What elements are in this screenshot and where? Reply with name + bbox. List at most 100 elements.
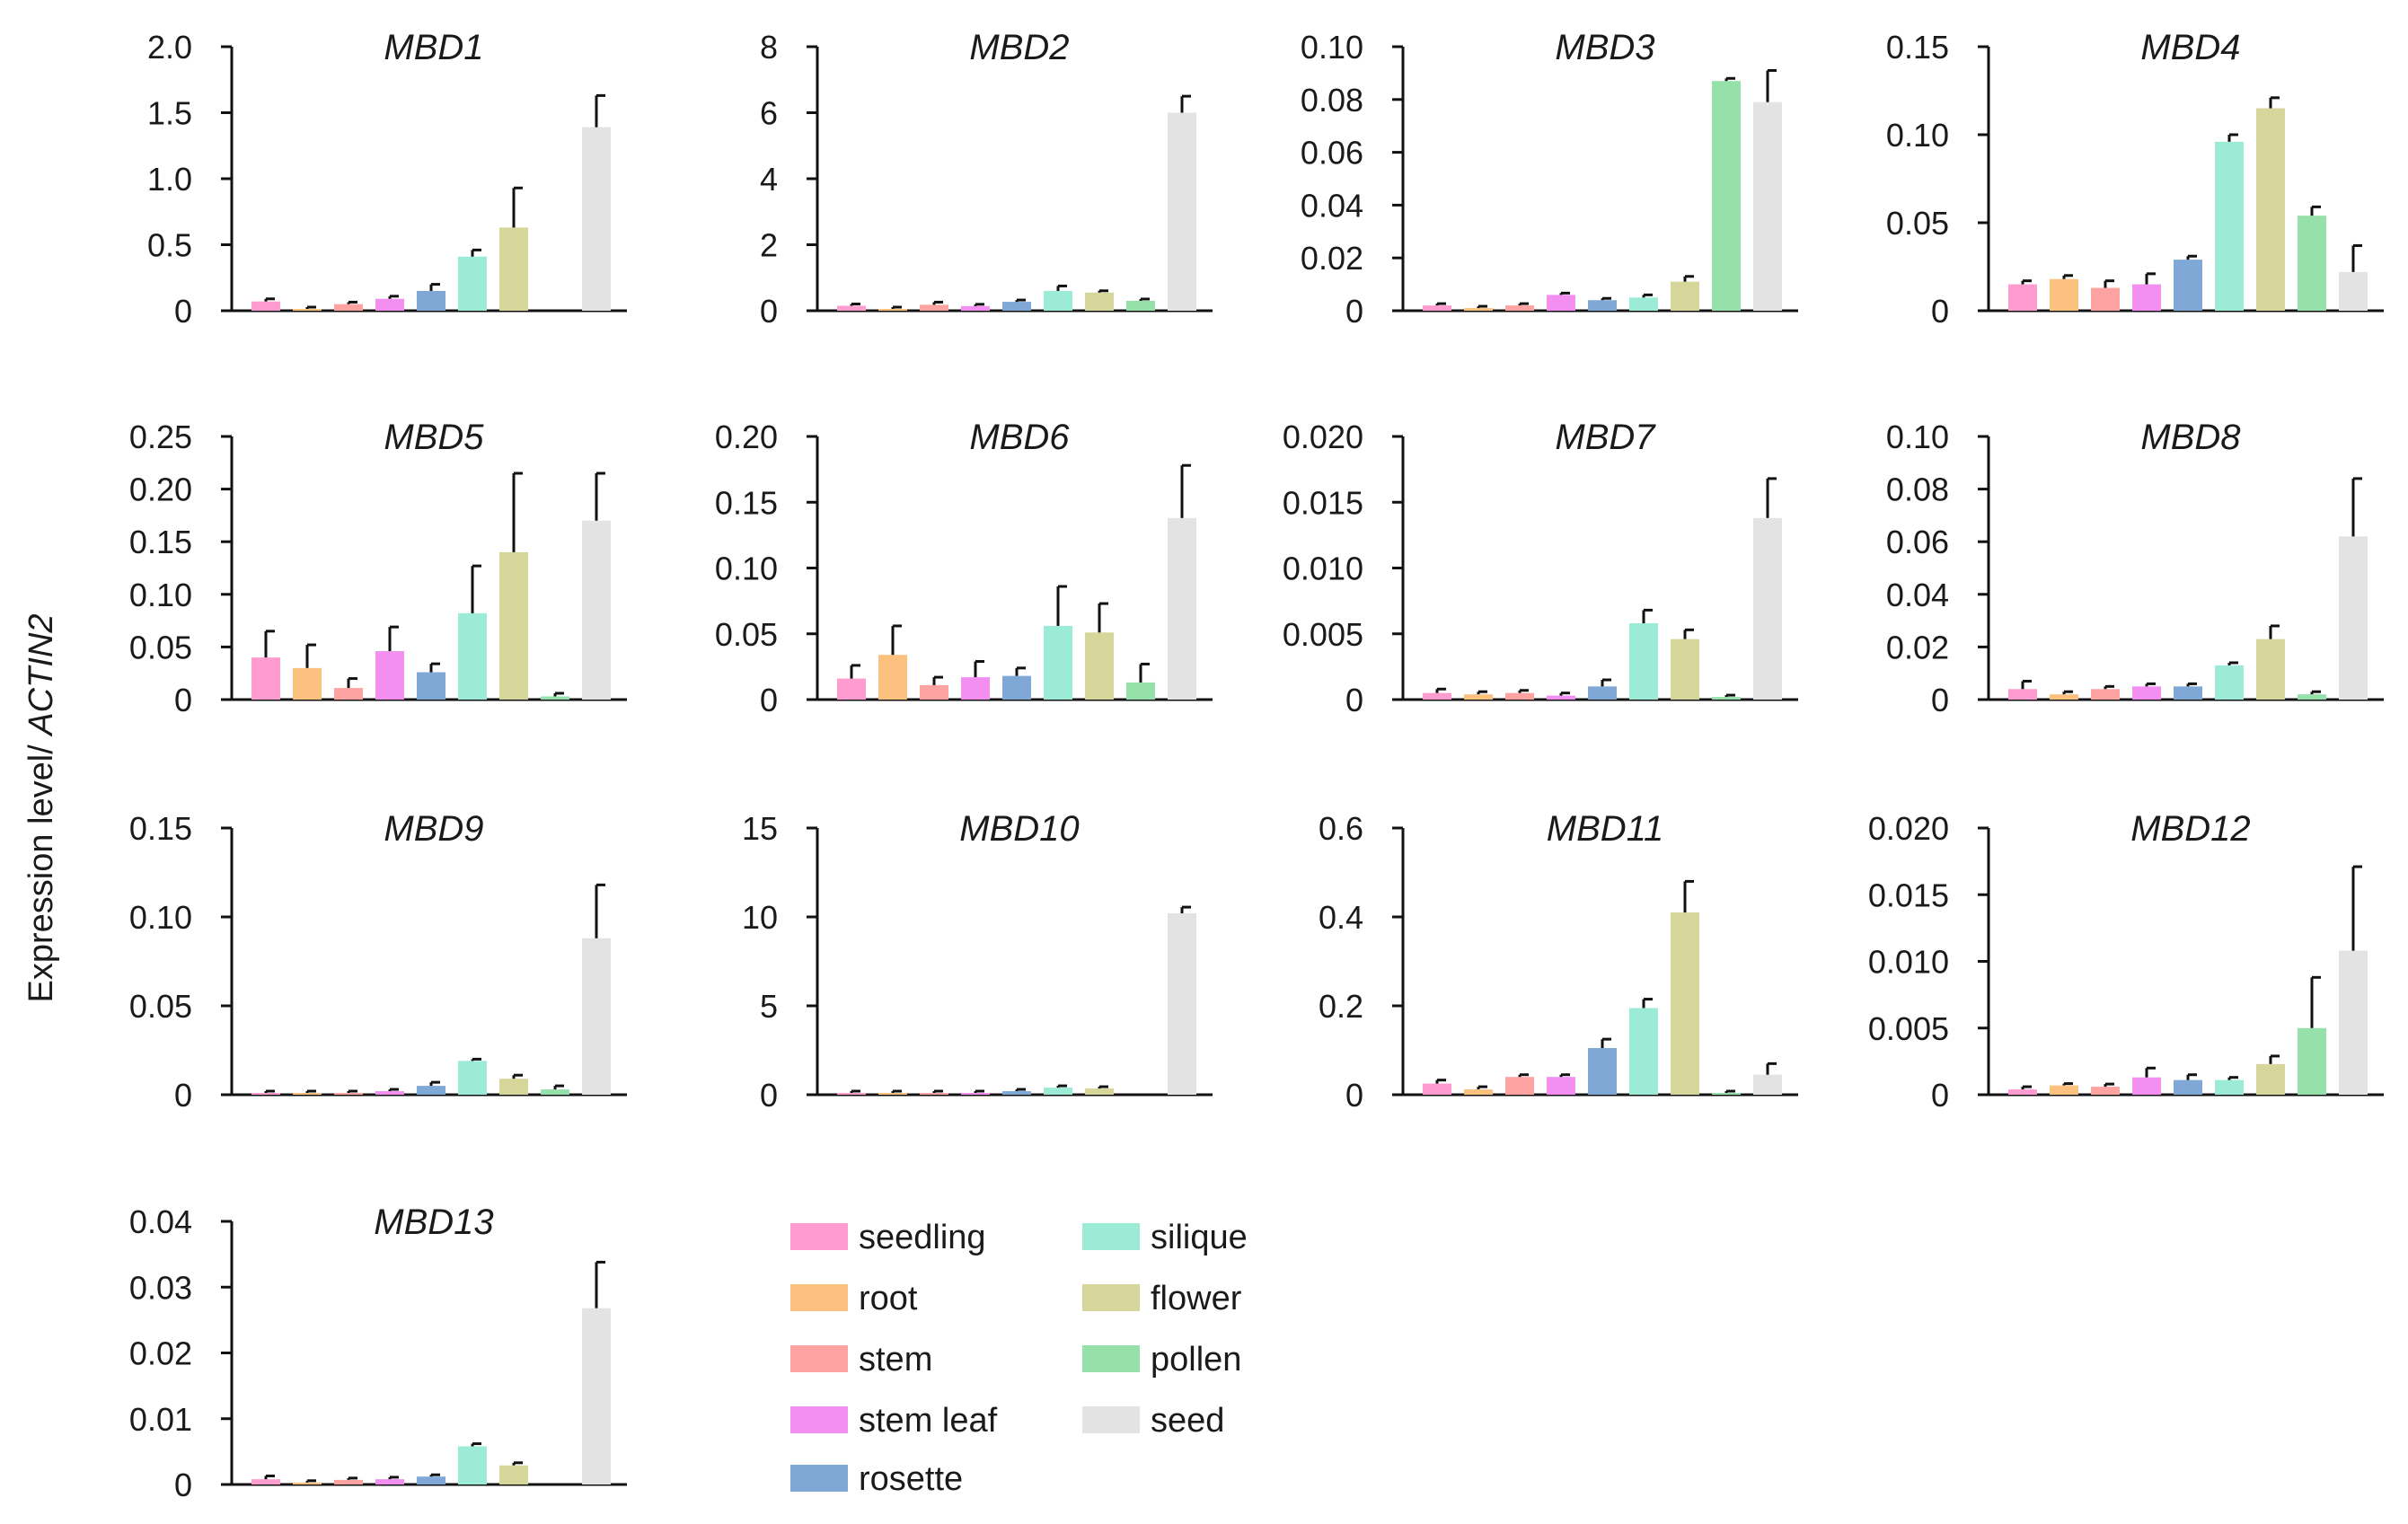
y-tick-label: 0.4 [1319,899,1363,936]
bar-root [293,1482,322,1484]
bar-seed [1753,517,1782,700]
bar-seed [2339,536,2368,700]
bar-pollen [1126,300,1155,311]
legend-swatch-pollen [1082,1345,1140,1372]
y-tick-label: 0.05 [129,629,192,665]
bar-flower [499,1465,528,1484]
legend-label: silique [1151,1219,1248,1256]
bar-stem [334,688,363,700]
y-tick-label: 0.15 [129,810,192,847]
bar-silique [1044,290,1072,311]
bar-stem-leaf [1547,1077,1575,1095]
bar-seed [582,520,611,700]
y-axis-label-prefix: Expression level/ [22,736,60,1003]
y-tick-label: 0.10 [1886,117,1949,154]
bar-silique [458,1446,487,1484]
y-tick-label: 0 [1931,293,1949,330]
bar-stem-leaf [961,677,990,700]
bar-seedling [1423,1083,1451,1095]
y-tick-label: 0 [760,1077,778,1114]
chart-panel: MBD1 0 0.5 1.0 1.5 2.0 [147,28,627,330]
y-tick-label: 15 [742,810,778,847]
bar-stem-leaf [375,298,404,311]
y-tick-label: 0 [1345,682,1363,718]
bar-seedling [837,678,866,700]
bar-rosette [2174,1079,2202,1095]
bar-rosette [417,672,445,700]
panel-title: MBD12 [2130,809,2250,849]
y-tick-label: 0.20 [715,418,778,455]
bar-seed [2339,271,2368,311]
chart-panel: MBD8 0 0.02 0.04 0.06 0.08 0.10 [1886,418,2384,718]
y-tick-label: 0.010 [1283,551,1363,587]
y-tick-label: 0.04 [1886,577,1949,613]
legend-swatch-seedling [790,1223,848,1250]
bar-flower [1671,639,1699,700]
bar-flower [499,1079,528,1095]
y-tick-label: 10 [742,899,778,936]
y-tick-label: 0.010 [1868,944,1949,981]
bar-seedling [2008,689,2037,700]
y-tick-label: 0.10 [1301,29,1363,66]
bar-stem-leaf [375,1091,404,1095]
bar-stem-leaf [961,305,990,311]
panel-title: MBD1 [384,28,483,67]
chart-panel: MBD2 0 2 4 6 8 [760,28,1213,330]
legend-label: seed [1151,1402,1224,1440]
y-tick-label: 0.15 [1886,29,1949,66]
bar-root [1464,1089,1493,1095]
bar-flower [2256,108,2285,311]
y-tick-label: 0 [174,682,192,718]
bar-stem [2091,287,2120,311]
bar-stem [1505,1077,1534,1095]
bar-rosette [417,290,445,311]
bar-seedling [251,1093,280,1095]
chart-panel: MBD9 0 0.05 0.10 0.15 [129,809,627,1114]
bar-stem [920,304,948,311]
bar-stem [1505,305,1534,311]
bar-pollen [1712,1093,1741,1095]
chart-panel: MBD13 0 0.01 0.02 0.03 0.04 [129,1202,627,1503]
y-tick-label: 0 [1345,293,1363,330]
bar-silique [1629,1008,1658,1095]
y-tick-label: 0.25 [129,418,192,455]
bar-root [878,309,907,311]
bar-seedling [837,305,866,311]
panel-title: MBD13 [374,1202,493,1242]
bar-stem [920,684,948,700]
y-tick-label: 0.020 [1283,418,1363,455]
y-tick-label: 0.06 [1301,135,1363,172]
chart-panel: MBD5 0 0.05 0.10 0.15 0.20 0.25 [129,418,627,718]
bar-pollen [2298,1027,2326,1095]
legend-label: flower [1151,1280,1242,1317]
bar-stem [2091,1087,2120,1095]
y-tick-label: 0.02 [1886,629,1949,665]
bar-silique [2215,141,2244,311]
y-tick-label: 0 [1931,1077,1949,1114]
y-tick-label: 0 [760,682,778,718]
chart-panel: MBD6 0 0.05 0.10 0.15 0.20 [715,418,1213,718]
bar-rosette [1588,686,1617,700]
y-tick-label: 0.005 [1868,1010,1949,1047]
y-tick-label: 0.20 [129,471,192,508]
bar-silique [458,1061,487,1095]
legend-swatch-silique [1082,1223,1140,1250]
legend-label: stem [859,1341,932,1379]
bar-stem [1505,692,1534,700]
bar-stem-leaf [375,651,404,700]
bar-seed [582,127,611,311]
bar-stem [2091,689,2120,700]
panel-title: MBD4 [2140,28,2240,67]
y-tick-label: 6 [760,95,778,132]
legend-label: root [859,1280,918,1317]
panel-title: MBD6 [969,418,1070,457]
y-tick-label: 0.15 [715,484,778,521]
y-tick-label: 0.05 [715,616,778,653]
legend-swatch-stem [790,1345,848,1372]
y-tick-label: 0.10 [129,577,192,613]
y-tick-label: 0.05 [129,988,192,1025]
bar-root [2050,1085,2078,1095]
legend-label: rosette [859,1460,963,1498]
chart-panel: MBD11 0 0.2 0.4 0.6 [1319,809,1798,1114]
bar-silique [1629,297,1658,311]
